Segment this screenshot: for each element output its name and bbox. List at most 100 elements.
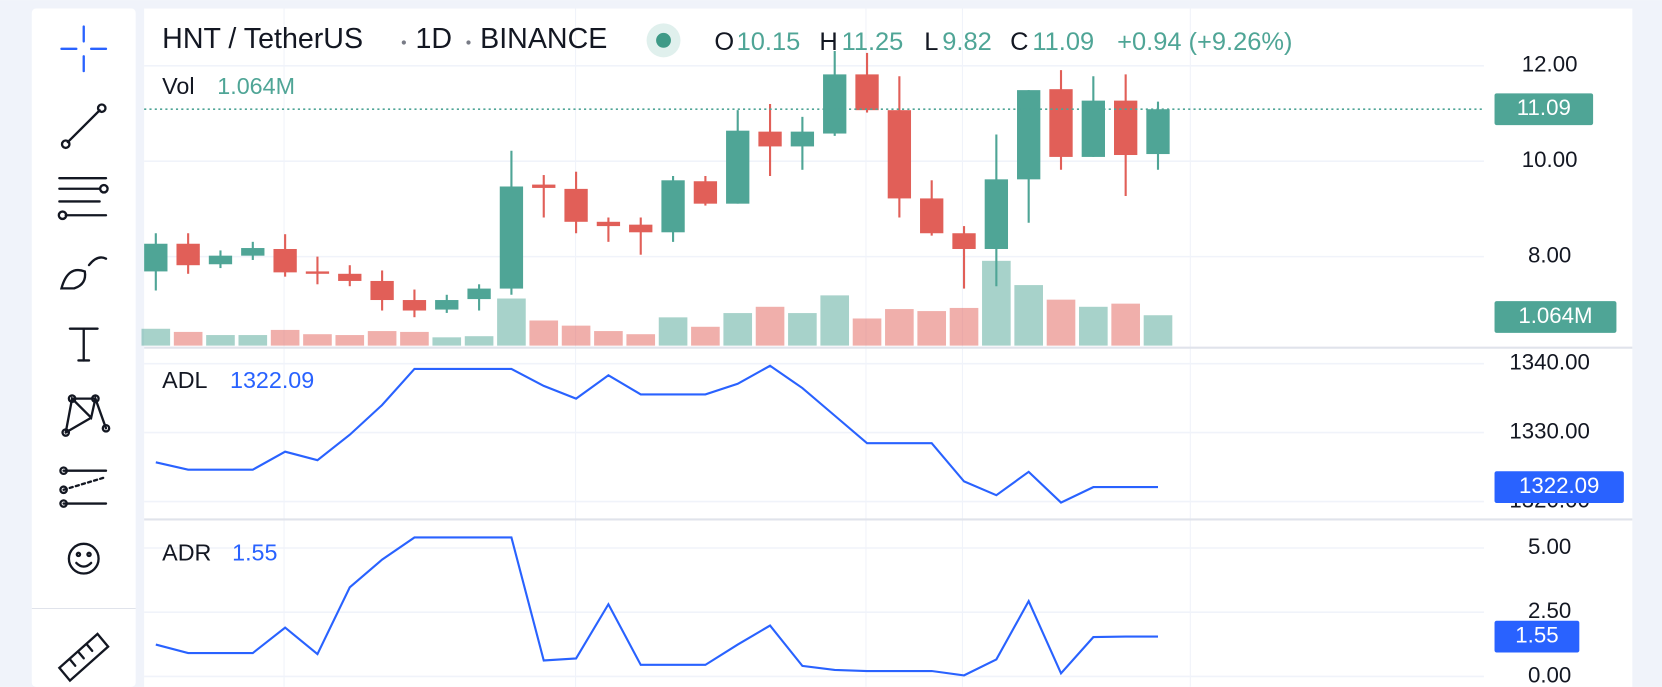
y-tick-label: 12.00 xyxy=(1522,52,1578,77)
volume-bar xyxy=(497,298,526,346)
y-tick-label: 1330.00 xyxy=(1509,418,1589,443)
candle-body xyxy=(176,243,200,266)
volume-bar xyxy=(788,313,817,346)
ohlc-letter: L xyxy=(924,28,938,56)
fib-tool[interactable] xyxy=(57,176,109,221)
candle-body xyxy=(1114,100,1138,156)
candle-body xyxy=(920,198,944,234)
ohlc-letter: H xyxy=(819,28,837,56)
candle-body xyxy=(823,74,847,134)
candle-body xyxy=(1049,89,1073,157)
candle-body xyxy=(499,186,524,289)
ohlc-letter: O xyxy=(714,28,734,56)
price-marker-label: 1322.09 xyxy=(1519,473,1599,498)
ohlc-letter: C xyxy=(1010,28,1028,56)
candle-body xyxy=(402,300,427,311)
volume-bar xyxy=(238,335,268,346)
candle-body xyxy=(952,233,976,249)
indicator-value: 1322.09 xyxy=(230,367,314,393)
indicator-line xyxy=(155,536,1158,677)
price-marker-label: 1.064M xyxy=(1518,303,1592,328)
status-dot xyxy=(656,32,671,48)
y-tick-label: 5.00 xyxy=(1528,534,1571,559)
price-marker-label: 11.09 xyxy=(1517,95,1571,120)
candle-body xyxy=(726,130,750,204)
candle-body xyxy=(208,255,233,265)
grid xyxy=(144,65,1484,678)
y-tick-label: 8.00 xyxy=(1528,242,1571,267)
y-tick-label: 10.00 xyxy=(1522,147,1578,172)
volume-bar xyxy=(335,335,365,346)
volume-bar xyxy=(141,328,171,346)
candle-body xyxy=(1146,109,1170,155)
volume-bar xyxy=(723,313,753,346)
candle-body xyxy=(693,181,718,204)
candle-body xyxy=(467,288,491,300)
indicator-value: 1.55 xyxy=(232,540,277,566)
y-tick-label: 2.50 xyxy=(1528,598,1571,623)
volume-bar xyxy=(820,295,850,346)
candle-body xyxy=(305,271,330,274)
candle-body xyxy=(790,131,815,147)
candle-body xyxy=(273,248,297,273)
ohlc-value: 11.25 xyxy=(842,28,904,56)
volume-bar xyxy=(464,336,494,346)
price-marker xyxy=(1494,301,1617,333)
volume-bar xyxy=(206,335,235,346)
volume-bar xyxy=(1111,303,1140,346)
separator-dot xyxy=(401,40,406,45)
volume-bar xyxy=(303,334,332,346)
volume-bar xyxy=(529,320,559,346)
price-marker xyxy=(1494,93,1594,126)
pattern-tool[interactable] xyxy=(61,394,111,437)
marks xyxy=(141,51,1484,677)
candle-body xyxy=(855,74,879,111)
emoji-tool[interactable] xyxy=(67,542,100,575)
volume-bar xyxy=(626,334,656,346)
volume-bar xyxy=(1143,315,1173,346)
candle-body xyxy=(1081,100,1105,157)
y-tick-label: 0.00 xyxy=(1528,662,1571,687)
candle-body xyxy=(241,248,265,256)
volume-bar xyxy=(885,309,914,346)
ohlc-value: 10.15 xyxy=(737,28,801,56)
price-marker-label: 1.55 xyxy=(1515,622,1558,647)
volume-bar xyxy=(1079,306,1108,346)
volume-bar xyxy=(561,325,591,346)
prediction-tool[interactable] xyxy=(59,466,108,508)
volume-bar xyxy=(658,317,688,346)
candle-body xyxy=(661,180,685,233)
volume-label: Vol xyxy=(162,73,194,99)
symbol: HNT / TetherUS xyxy=(162,23,363,55)
volume-bar xyxy=(1046,299,1076,346)
volume-value: 1.064M xyxy=(217,73,295,99)
candle-body xyxy=(758,131,782,147)
candle-body xyxy=(564,188,588,222)
change: +0.94 (+9.26%) xyxy=(1117,28,1292,56)
exchange: BINANCE xyxy=(480,23,607,55)
volume-bar xyxy=(852,318,882,346)
volume-bar xyxy=(691,326,720,346)
labels: HNT / TetherUS 1D BINANCE O 10.15 H 11.2… xyxy=(162,23,1624,687)
volume-bar xyxy=(594,331,623,346)
volume-bar xyxy=(173,331,203,346)
crosshair-tool[interactable] xyxy=(60,25,108,73)
candle-body xyxy=(887,110,912,199)
volume-bar xyxy=(400,331,429,346)
brush-tool[interactable] xyxy=(59,256,108,290)
volume-bar xyxy=(917,311,947,346)
trendline-tool[interactable] xyxy=(60,103,107,150)
candle-body xyxy=(532,184,556,188)
price-marker xyxy=(1494,471,1624,504)
candle-body xyxy=(370,280,394,301)
volume-bar xyxy=(1014,285,1043,346)
ruler-tool[interactable] xyxy=(57,632,110,683)
candle-body xyxy=(435,300,459,310)
text-tool[interactable] xyxy=(68,327,99,362)
candle-body xyxy=(338,273,362,281)
candle-body xyxy=(1017,90,1041,180)
candle-body xyxy=(144,243,168,272)
volume-bar xyxy=(367,331,397,346)
candle-body xyxy=(596,221,621,227)
